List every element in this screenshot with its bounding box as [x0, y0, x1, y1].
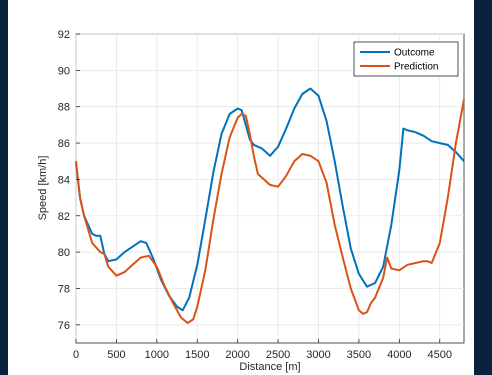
- x-tick-label: 500: [107, 349, 125, 361]
- x-tick-label: 1500: [185, 349, 209, 361]
- legend-label: Outcome: [394, 48, 435, 59]
- x-tick-label: 2000: [225, 349, 249, 361]
- line-chart: 0 500 1000 1500 2000 2500 3000 3500 4000 4500 76 78…: [37, 29, 465, 373]
- x-tick-label: 0: [73, 349, 79, 361]
- legend-box: [353, 41, 459, 77]
- y-tick-label: 82: [58, 211, 70, 223]
- legend-label: Prediction: [394, 62, 438, 73]
- x-tick-label: 3500: [347, 349, 371, 361]
- x-tick-label: 4500: [428, 349, 452, 361]
- x-tick-label: 2500: [266, 349, 290, 361]
- y-tick-label: 78: [58, 283, 70, 295]
- x-tick-label: 4000: [387, 349, 411, 361]
- y-tick-label: 90: [58, 65, 70, 77]
- x-tick-label: 3000: [306, 349, 330, 361]
- y-tick-label: 84: [58, 174, 70, 186]
- series-line-outcome: [75, 87, 465, 312]
- y-tick-label: 92: [58, 29, 70, 41]
- chart-figure: 0 500 1000 1500 2000 2500 3000 3500 4000 4500 76 78…: [8, 0, 474, 375]
- x-axis-label: Distance [m]: [239, 361, 300, 373]
- legend: Outcome Prediction: [353, 41, 459, 77]
- x-tick-label: 1000: [145, 349, 169, 361]
- series-line-prediction: [75, 99, 465, 324]
- y-axis-label: Speed [km/h]: [37, 156, 49, 221]
- plot-area: [75, 33, 465, 344]
- y-tick-label: 80: [58, 247, 70, 259]
- y-tick-label: 86: [58, 138, 70, 150]
- y-tick-label: 76: [58, 320, 70, 332]
- y-tick-label: 88: [58, 102, 70, 114]
